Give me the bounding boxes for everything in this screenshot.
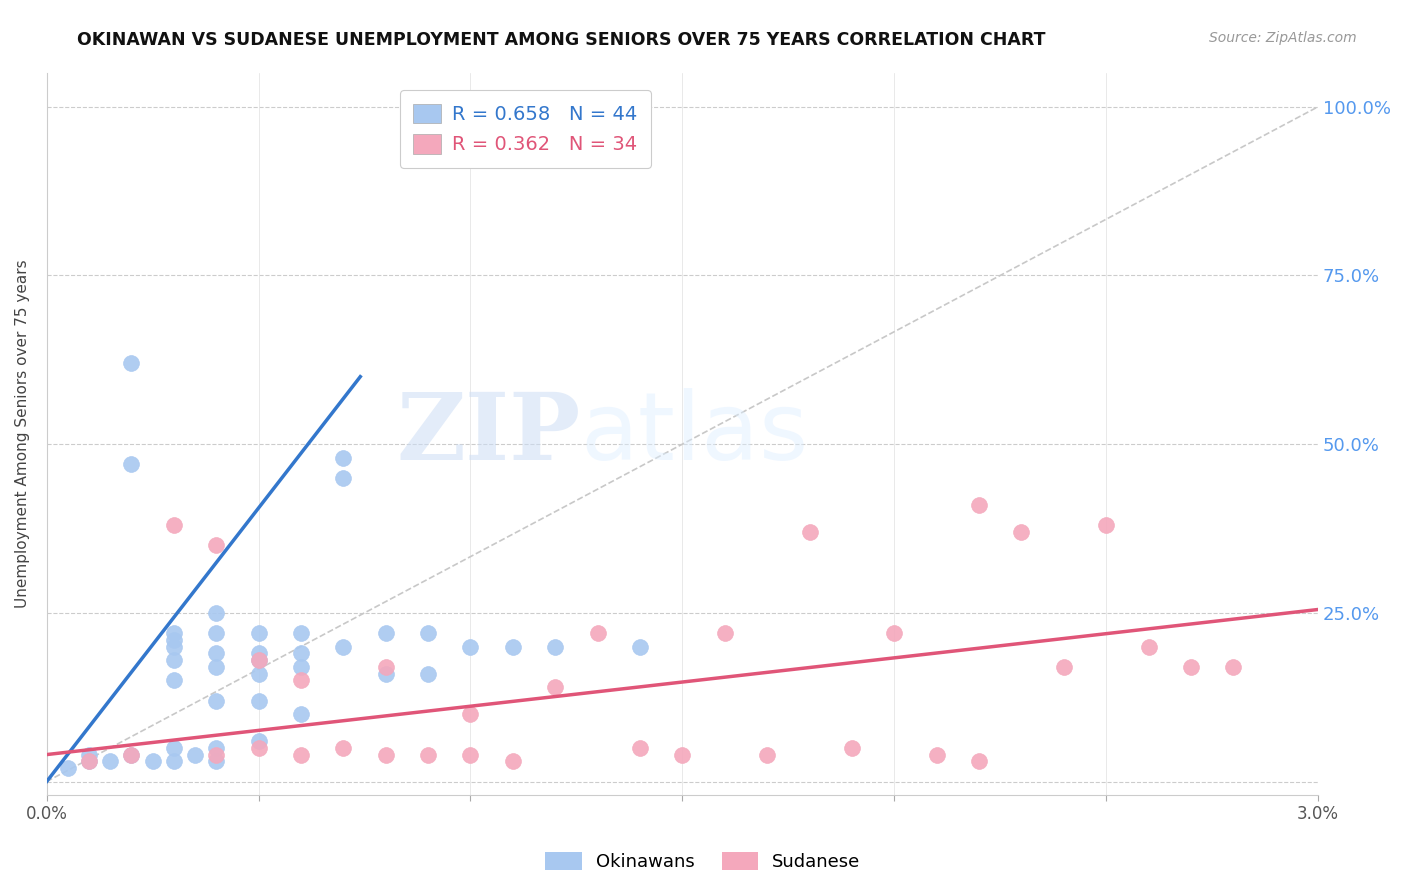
Point [247, 666, 270, 681]
Point [205, 606, 228, 620]
Point [1095, 518, 1118, 533]
Point [247, 740, 270, 755]
Point [460, 747, 482, 762]
Point [120, 747, 142, 762]
Point [416, 747, 439, 762]
Point [713, 626, 735, 640]
Point [502, 640, 524, 654]
Point [163, 632, 186, 647]
Point [841, 740, 863, 755]
Point [671, 747, 693, 762]
Point [205, 740, 228, 755]
Point [205, 646, 228, 660]
Text: Source: ZipAtlas.com: Source: ZipAtlas.com [1209, 31, 1357, 45]
Point [460, 707, 482, 722]
Point [374, 747, 396, 762]
Point [56, 761, 79, 775]
Point [120, 458, 142, 472]
Point [290, 626, 312, 640]
Point [967, 498, 990, 512]
Point [1222, 660, 1244, 674]
Point [163, 640, 186, 654]
Point [247, 653, 270, 667]
Point [756, 747, 779, 762]
Point [163, 740, 186, 755]
Point [142, 754, 165, 768]
Y-axis label: Unemployment Among Seniors over 75 years: Unemployment Among Seniors over 75 years [15, 260, 30, 608]
Legend: Okinawans, Sudanese: Okinawans, Sudanese [538, 845, 868, 879]
Point [332, 450, 354, 465]
Point [247, 653, 270, 667]
Point [883, 626, 905, 640]
Point [1180, 660, 1202, 674]
Point [205, 693, 228, 707]
Point [98, 754, 121, 768]
Point [77, 747, 100, 762]
Point [205, 754, 228, 768]
Point [120, 356, 142, 370]
Point [205, 660, 228, 674]
Point [290, 646, 312, 660]
Point [290, 747, 312, 762]
Point [247, 626, 270, 640]
Point [205, 626, 228, 640]
Point [1137, 640, 1160, 654]
Point [544, 640, 567, 654]
Point [247, 693, 270, 707]
Point [205, 747, 228, 762]
Point [628, 640, 651, 654]
Point [586, 626, 609, 640]
Text: atlas: atlas [581, 388, 808, 480]
Point [290, 660, 312, 674]
Legend: R = 0.658   N = 44, R = 0.362   N = 34: R = 0.658 N = 44, R = 0.362 N = 34 [399, 90, 651, 168]
Point [163, 626, 186, 640]
Point [163, 518, 186, 533]
Point [205, 538, 228, 552]
Point [460, 640, 482, 654]
Point [184, 747, 207, 762]
Point [163, 673, 186, 688]
Point [77, 754, 100, 768]
Point [374, 660, 396, 674]
Point [163, 653, 186, 667]
Point [290, 707, 312, 722]
Point [374, 666, 396, 681]
Point [544, 680, 567, 694]
Point [502, 754, 524, 768]
Point [416, 666, 439, 681]
Point [374, 626, 396, 640]
Point [967, 754, 990, 768]
Point [120, 747, 142, 762]
Point [163, 754, 186, 768]
Point [247, 646, 270, 660]
Point [1053, 660, 1076, 674]
Text: ZIP: ZIP [396, 389, 581, 479]
Point [925, 747, 948, 762]
Point [332, 740, 354, 755]
Point [77, 754, 100, 768]
Text: OKINAWAN VS SUDANESE UNEMPLOYMENT AMONG SENIORS OVER 75 YEARS CORRELATION CHART: OKINAWAN VS SUDANESE UNEMPLOYMENT AMONG … [77, 31, 1046, 49]
Point [247, 734, 270, 748]
Point [628, 740, 651, 755]
Point [416, 626, 439, 640]
Point [332, 471, 354, 485]
Point [799, 524, 821, 539]
Point [1011, 524, 1033, 539]
Point [290, 673, 312, 688]
Point [332, 640, 354, 654]
